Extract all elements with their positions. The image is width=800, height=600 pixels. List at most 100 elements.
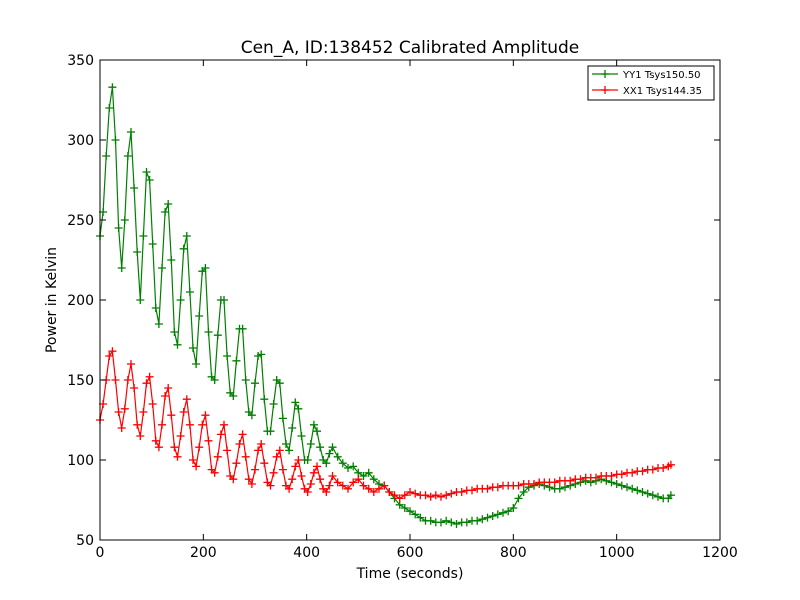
data-point (229, 475, 238, 484)
data-point (333, 478, 342, 487)
data-point (400, 491, 409, 500)
data-point (437, 518, 445, 527)
data-point (182, 395, 191, 404)
data-point (161, 208, 170, 216)
data-point (309, 468, 318, 477)
data-point (210, 376, 219, 384)
data-point (269, 400, 278, 408)
data-point (164, 384, 173, 392)
data-point (204, 436, 213, 445)
data-point (244, 475, 253, 484)
data-point (151, 436, 160, 445)
y-tick-label: 100 (67, 453, 94, 469)
data-point (447, 518, 456, 527)
data-point (108, 347, 117, 356)
data-point (136, 432, 145, 440)
x-tick-label: 600 (397, 545, 424, 561)
data-point (179, 244, 188, 253)
data-point (493, 510, 502, 519)
data-point (158, 420, 166, 429)
data-point (285, 484, 294, 493)
data-point (411, 489, 420, 498)
data-point (278, 414, 287, 423)
data-point (406, 507, 414, 516)
data-point (139, 408, 148, 416)
data-point (426, 516, 435, 525)
data-point (659, 464, 668, 472)
data-point (213, 452, 222, 461)
data-point (111, 136, 120, 144)
data-point (297, 472, 306, 480)
data-point (509, 504, 518, 512)
y-tick-label: 250 (67, 213, 94, 229)
data-point (257, 350, 266, 359)
data-point (592, 473, 600, 482)
data-point (232, 459, 241, 468)
series-1 (96, 347, 675, 503)
data-point (170, 328, 179, 336)
data-point (204, 328, 213, 336)
data-point (452, 520, 461, 528)
y-axis-label: Power in Kelvin (44, 247, 60, 353)
data-point (220, 296, 228, 304)
legend-label: YY1 Tsys150.50 (622, 70, 701, 81)
data-point (185, 420, 194, 429)
data-point (210, 468, 219, 477)
data-point (395, 494, 404, 503)
data-point (229, 392, 238, 400)
data-point (102, 152, 111, 160)
data-point (416, 513, 425, 522)
data-point (216, 430, 225, 439)
data-point (266, 427, 275, 436)
data-point (643, 489, 652, 498)
data-point (633, 486, 642, 495)
data-point (192, 462, 201, 471)
data-point (514, 481, 523, 490)
data-point (235, 440, 244, 448)
data-point (364, 484, 373, 493)
data-point (158, 264, 166, 272)
data-point (139, 232, 148, 240)
data-point (145, 372, 154, 381)
data-point (369, 488, 378, 496)
data-point (176, 296, 185, 304)
data-point (142, 168, 151, 176)
data-point (130, 184, 139, 192)
data-point (123, 376, 132, 384)
data-point (294, 456, 303, 464)
data-point (213, 331, 222, 340)
x-tick-label: 200 (190, 545, 217, 561)
data-point (285, 446, 294, 455)
data-point (291, 462, 300, 471)
data-point (354, 475, 363, 484)
data-point (400, 504, 409, 512)
data-point (493, 483, 502, 492)
x-axis: 0 200 400 600 800 1000 1200 (96, 60, 738, 561)
data-point (195, 312, 204, 320)
data-point (105, 104, 114, 112)
data-point (148, 400, 157, 408)
data-point (195, 443, 204, 452)
data-point (241, 452, 250, 461)
data-point (607, 472, 616, 480)
data-point (269, 468, 278, 477)
data-point (189, 456, 197, 464)
data-point (555, 484, 564, 493)
data-point (127, 128, 135, 136)
data-point (437, 492, 445, 501)
data-point (344, 464, 352, 472)
data-point (130, 384, 139, 392)
data-point (478, 515, 487, 524)
data-point (297, 432, 306, 440)
data-point (114, 224, 123, 232)
data-point (179, 408, 188, 416)
data-point (468, 486, 476, 495)
data-point (313, 462, 321, 471)
data-point (566, 476, 575, 485)
data-point (136, 296, 145, 304)
data-point (385, 488, 394, 496)
data-point (247, 411, 256, 420)
data-point (247, 480, 256, 488)
data-point (133, 420, 142, 429)
data-point (333, 452, 342, 461)
